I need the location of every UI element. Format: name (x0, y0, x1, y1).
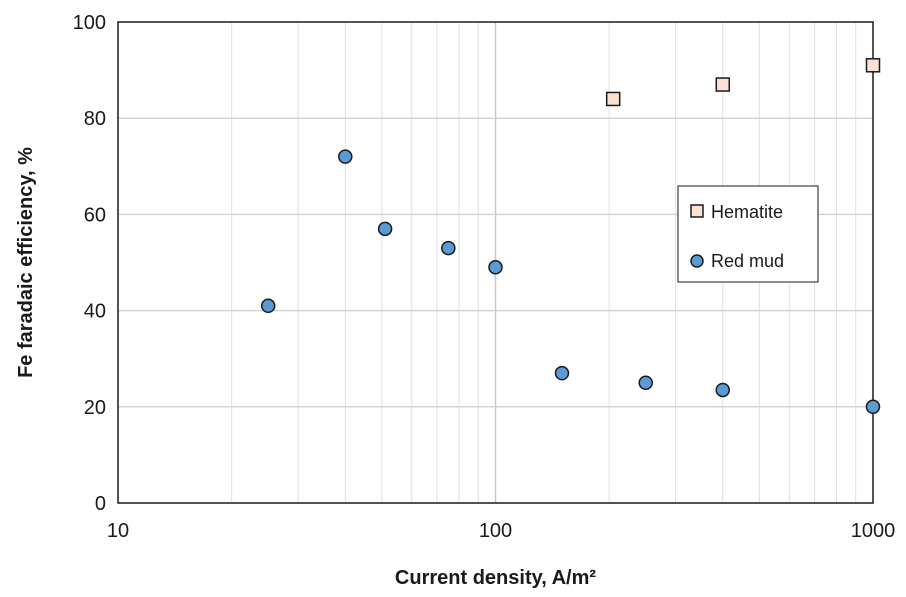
y-tick-label: 0 (95, 493, 106, 515)
red-mud-point (638, 375, 653, 390)
y-tick-label: 80 (84, 108, 106, 130)
legend-marker-red-mud (690, 254, 704, 268)
red-mud-point (377, 221, 393, 237)
y-tick-label: 40 (84, 301, 106, 323)
red-mud-point (260, 298, 276, 314)
x-tick-label: 1000 (851, 520, 896, 542)
legend-marker-hematite (690, 204, 704, 218)
legend: Hematite Red mud (677, 185, 819, 283)
red-mud-point (715, 382, 731, 398)
legend-label-red-mud: Red mud (711, 251, 784, 271)
y-axis-title: Fe faradaic efficiency, % (15, 147, 37, 378)
red-mud-point (338, 149, 353, 164)
hematite-point (715, 77, 731, 92)
red-mud-point (441, 240, 456, 256)
hematite-point (605, 91, 621, 107)
legend-label-hematite: Hematite (711, 202, 783, 222)
red-mud-point (554, 365, 570, 381)
y-tick-label: 20 (84, 397, 106, 419)
x-tick-label: 10 (107, 520, 129, 542)
data-markers (260, 58, 881, 415)
y-tick-label: 100 (73, 12, 106, 34)
plot-area-frame (117, 21, 874, 504)
red-mud-point (488, 260, 503, 275)
x-tick-label: 100 (479, 520, 512, 542)
red-mud-point (865, 399, 881, 415)
x-axis-title: Current density, A/m² (395, 567, 596, 589)
y-tick-label: 60 (84, 204, 106, 226)
hematite-point (865, 58, 881, 73)
tick-labels: 10 100 1000 0 20 40 60 80 100 (73, 12, 896, 542)
